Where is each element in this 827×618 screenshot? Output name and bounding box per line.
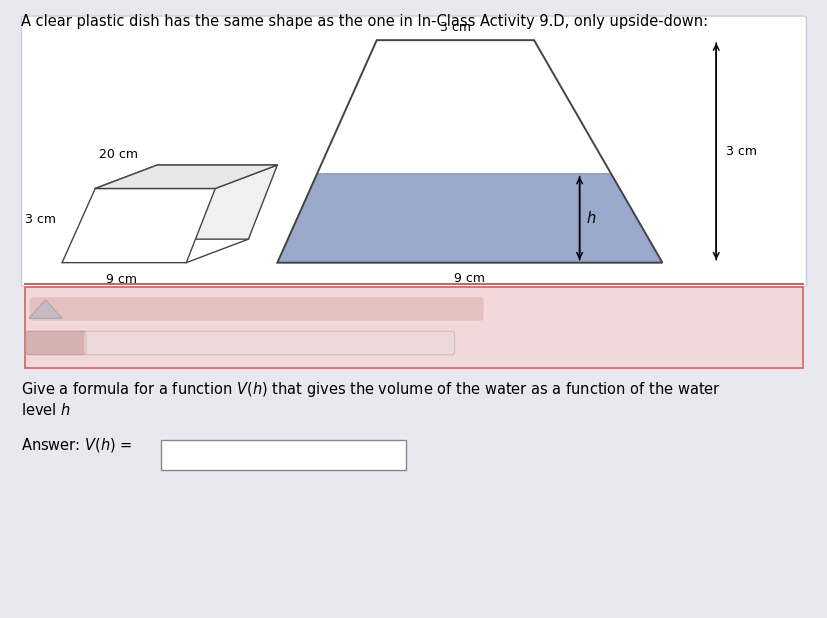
FancyBboxPatch shape [161, 440, 405, 470]
FancyBboxPatch shape [30, 297, 483, 321]
Text: 3 cm: 3 cm [439, 21, 471, 34]
Text: $h$: $h$ [586, 210, 595, 226]
Text: 9 cm: 9 cm [106, 273, 137, 286]
Text: Give a formula for a function $V(h)$ that gives the volume of the water as a fun: Give a formula for a function $V(h)$ tha… [21, 380, 719, 399]
Polygon shape [95, 165, 277, 188]
Polygon shape [29, 300, 62, 318]
FancyBboxPatch shape [25, 287, 802, 368]
Text: 20 cm: 20 cm [98, 148, 138, 161]
Text: 3 cm: 3 cm [725, 145, 756, 158]
Text: A clear plastic dish has the same shape as the one in In-Class Activity 9.D, onl: A clear plastic dish has the same shape … [21, 14, 707, 28]
Polygon shape [62, 188, 215, 263]
Text: 9 cm: 9 cm [454, 272, 485, 285]
FancyBboxPatch shape [26, 331, 86, 355]
Polygon shape [124, 165, 277, 239]
Text: Answer: $V(h)$ =: Answer: $V(h)$ = [21, 436, 132, 454]
Text: level $h$: level $h$ [21, 402, 70, 418]
FancyBboxPatch shape [22, 16, 805, 287]
Text: 3 cm: 3 cm [26, 213, 56, 226]
FancyBboxPatch shape [84, 331, 454, 355]
Polygon shape [277, 174, 662, 263]
